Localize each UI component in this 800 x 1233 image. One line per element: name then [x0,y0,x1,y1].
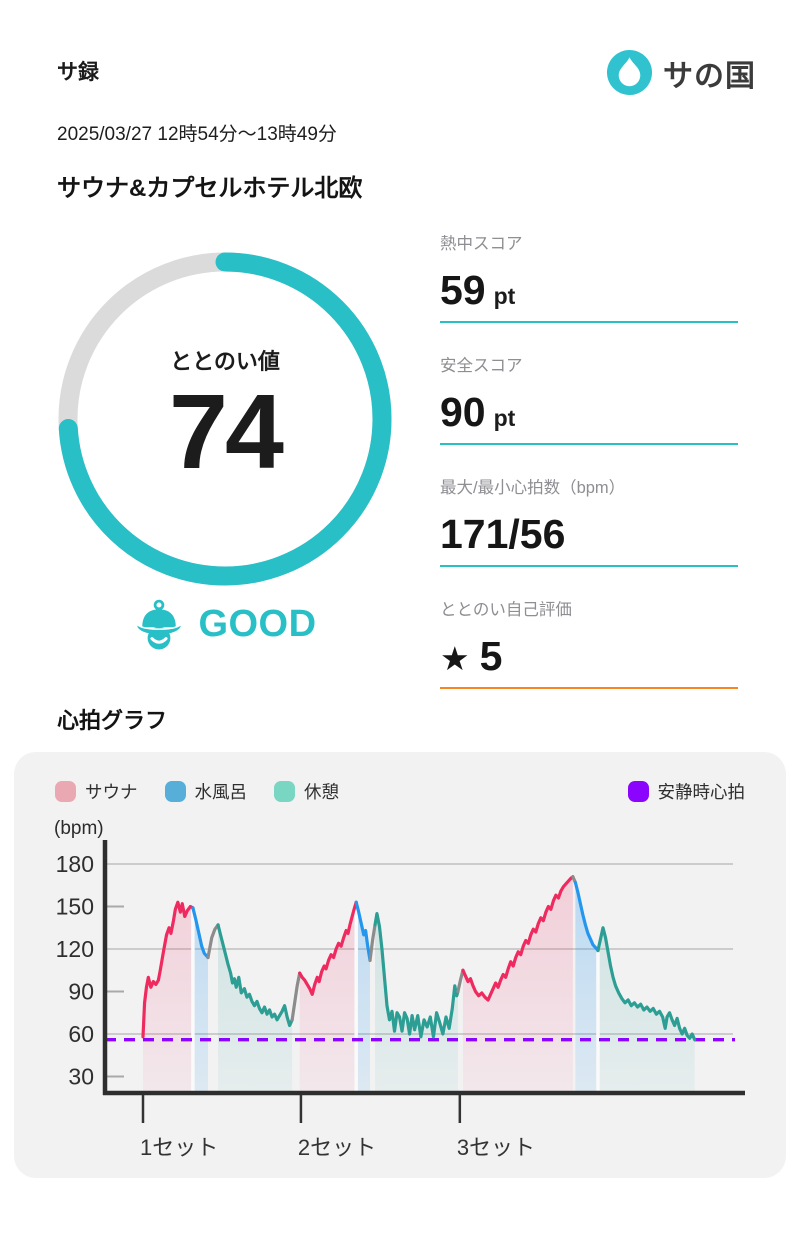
stat-label: 最大/最小心拍数（bpm） [440,479,626,497]
stat-value-row: 171/56 [440,511,738,557]
stat-item-3: ととのい自己評価 ★ 5 [440,596,738,689]
rating-row: GOOD [49,598,401,650]
legend-label: 水風呂 [194,782,248,802]
svg-text:2セット: 2セット [298,1135,376,1160]
stats-panel: 熱中スコア 59 pt 安全スコア 90 pt 最大/最小心拍数（bpm） 171/56 ととの… [440,230,738,718]
rating-text: GOOD [198,602,317,645]
gauge-label: ととのい値 [170,349,280,374]
legend-item-coldbath: 水風呂 [164,779,248,804]
stat-item-1: 安全スコア 90 pt [440,352,738,445]
heart-rate-chart: 1セット 2セット 3セット 30 60 90 120 150 180 [56,840,745,1160]
stat-value-row: ★ 5 [440,633,738,679]
legend-label: 安静時心拍 [657,782,746,802]
stat-value: 5 [479,633,503,679]
totonoi-gauge [58,252,392,586]
stat-value: 90 [440,389,486,435]
y-axis-unit-label: (bpm) [54,818,104,839]
page-title: サ録 [57,61,99,84]
brand-logo: サの国 [606,49,756,96]
svg-text:3セット: 3セット [457,1135,535,1160]
svg-text:120: 120 [56,936,94,962]
stat-underline [440,687,738,689]
legend-label: 休憩 [304,782,339,802]
session-datetime: 2025/03/27 12時54分〜13時49分 [57,124,337,145]
legend-swatch [55,781,76,802]
legend-label: サウナ [85,782,138,802]
stat-unit: pt [493,283,516,309]
svg-text:1セット: 1セット [140,1135,218,1160]
legend-item-rest: 休憩 [274,779,339,804]
stat-value-row: 59 pt [440,267,738,313]
stat-label: ととのい自己評価 [440,601,572,619]
star-icon: ★ [440,640,470,677]
venue-name: サウナ&カプセルホテル北欧 [57,175,363,202]
gauge-value: 74 [169,373,284,491]
svg-text:90: 90 [68,979,94,1005]
stat-underline [440,321,738,323]
legend-swatch [627,781,649,802]
gauge-progress-arc [58,252,392,586]
svg-text:180: 180 [56,851,94,877]
legend-swatch [164,781,186,802]
stat-unit: pt [493,405,516,431]
stat-underline [440,565,738,567]
stat-value: 171/56 [440,511,566,557]
stat-item-0: 熱中スコア 59 pt [440,230,738,323]
svg-text:150: 150 [56,894,94,920]
brand-name: サの国 [663,59,756,93]
stat-label: 熱中スコア [440,235,523,253]
heart-rate-chart-card: サウナ 水風呂 休憩 安静時心拍 (bpm) 1セット 2セット 3セット 30 60 90 12… [14,752,786,1178]
stat-label: 安全スコア [440,357,523,375]
legend-swatch [274,781,295,802]
svg-text:30: 30 [68,1064,94,1090]
stat-value: 59 [440,267,486,313]
sauna-hat-face-icon [137,599,182,650]
stat-value-row: 90 pt [440,389,738,435]
svg-text:60: 60 [68,1021,94,1047]
water-drop-icon [606,49,653,96]
chart-legend: サウナ 水風呂 休憩 安静時心拍 [55,779,745,804]
chart-section-title: 心拍グラフ [57,708,168,733]
stat-item-2: 最大/最小心拍数（bpm） 171/56 [440,474,738,567]
legend-item-resting-hr: 安静時心拍 [627,779,746,804]
legend-item-sauna: サウナ [55,779,138,804]
stat-underline [440,443,738,445]
